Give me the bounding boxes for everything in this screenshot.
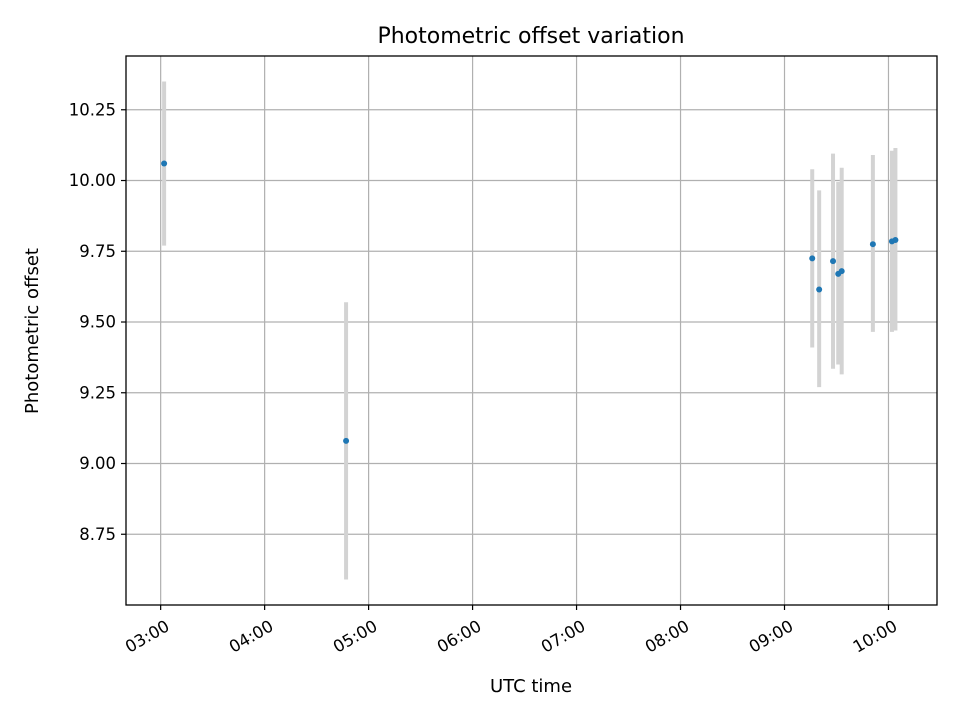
y-tick-label: 8.75 xyxy=(79,525,116,544)
data-point xyxy=(809,255,816,262)
y-tick-label: 10.00 xyxy=(69,171,116,190)
data-point xyxy=(869,241,876,248)
y-tick-label: 10.25 xyxy=(69,100,116,119)
data-point xyxy=(161,160,168,167)
data-points xyxy=(161,160,899,444)
chart-title: Photometric offset variation xyxy=(377,24,684,49)
data-point xyxy=(343,437,350,444)
data-point xyxy=(830,258,837,265)
grid xyxy=(126,56,937,605)
y-axis-label: Photometric offset xyxy=(22,248,43,414)
data-point xyxy=(838,268,845,275)
data-point xyxy=(892,236,899,243)
x-axis-label: UTC time xyxy=(490,676,572,697)
data-point xyxy=(816,286,823,293)
y-axis-ticks: 8.75 9.00 9.25 9.50 9.75 10.00 10.25 xyxy=(69,100,126,544)
y-tick-label: 9.00 xyxy=(79,454,116,473)
plot-frame xyxy=(125,55,938,606)
y-tick-label: 9.75 xyxy=(79,242,116,261)
y-tick-label: 9.25 xyxy=(79,383,116,402)
y-tick-label: 9.50 xyxy=(79,313,116,332)
